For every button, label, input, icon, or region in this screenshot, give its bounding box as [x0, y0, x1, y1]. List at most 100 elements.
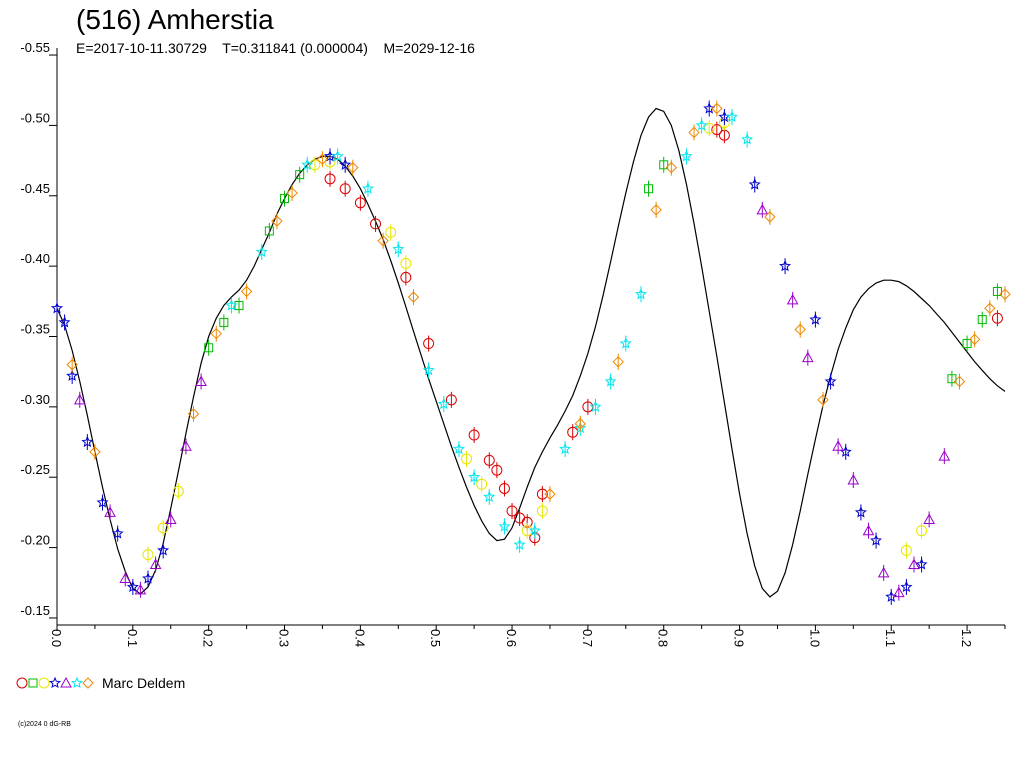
- data-point: [157, 522, 169, 534]
- data-point: [764, 211, 776, 223]
- x-tick-label: 0.8: [656, 629, 671, 647]
- data-point: [180, 440, 192, 451]
- data-point: [559, 442, 572, 455]
- data-point: [644, 184, 654, 194]
- data-point: [407, 291, 420, 303]
- legend-marker: [38, 677, 50, 689]
- data-point: [817, 394, 829, 406]
- data-point: [195, 375, 207, 387]
- data-point: [172, 485, 184, 497]
- legend: Marc Deldem: [16, 674, 185, 692]
- data-point: [877, 566, 890, 578]
- data-point: [892, 586, 905, 598]
- data-point: [119, 572, 132, 584]
- data-point: [73, 393, 86, 405]
- legend-marker: [48, 676, 62, 689]
- y-tick-label: -0.40: [20, 251, 50, 266]
- data-point: [756, 203, 769, 215]
- data-point: [695, 119, 708, 131]
- x-tick-label: 1.1: [883, 629, 898, 647]
- data-point: [392, 242, 405, 255]
- x-tick-label: 0.4: [352, 629, 367, 647]
- data-point: [96, 496, 109, 508]
- data-point: [536, 505, 548, 517]
- data-point: [66, 369, 79, 381]
- data-point: [468, 429, 480, 441]
- data-point: [452, 442, 465, 455]
- observations-layer: [50, 100, 1011, 605]
- data-point: [968, 333, 981, 346]
- y-tick-label: -0.15: [20, 603, 50, 618]
- data-point: [339, 183, 351, 195]
- data-point: [992, 286, 1002, 296]
- legend-marker: [16, 677, 28, 689]
- data-point: [665, 161, 678, 174]
- data-point: [164, 513, 177, 524]
- data-point: [711, 102, 723, 115]
- data-point: [847, 474, 860, 485]
- legend-marker: [60, 676, 72, 688]
- data-point: [612, 356, 624, 368]
- data-point: [286, 187, 298, 199]
- data-point: [324, 173, 336, 185]
- data-point: [445, 394, 457, 406]
- data-point: [908, 558, 920, 569]
- lightcurve-plot: -0.55 -0.50 -0.45 -0.40 -0.35 -0.30 -0.25 -0.20…: [20, 40, 1011, 647]
- data-point: [794, 323, 806, 336]
- data-point: [142, 549, 154, 561]
- data-point: [331, 150, 344, 162]
- x-tick-label: 0.5: [428, 629, 443, 647]
- y-tick-label: -0.35: [20, 322, 50, 337]
- data-point: [650, 204, 662, 216]
- data-point: [589, 400, 602, 412]
- data-point: [953, 375, 966, 388]
- legend-observer: Marc Deldem: [102, 675, 186, 691]
- data-point: [422, 363, 435, 376]
- x-tick-label: 0.3: [277, 629, 292, 647]
- data-point: [370, 218, 382, 230]
- x-tick-label: 0.6: [504, 629, 519, 647]
- data-point: [210, 327, 222, 340]
- data-point: [104, 506, 116, 517]
- data-point: [58, 316, 71, 328]
- legend-marker: [70, 676, 84, 689]
- data-point: [219, 317, 229, 327]
- data-point: [900, 580, 913, 593]
- data-point: [870, 534, 883, 546]
- data-point: [962, 339, 972, 349]
- x-tick-label: 0.9: [732, 629, 747, 647]
- x-tick-label: 0.0: [49, 629, 64, 647]
- data-point: [187, 408, 200, 420]
- data-point: [801, 351, 814, 363]
- data-point: [111, 527, 124, 539]
- data-point: [619, 337, 632, 349]
- data-point: [991, 312, 1003, 324]
- data-point: [468, 470, 481, 483]
- fit-curve: [56, 107, 1006, 598]
- data-point: [824, 375, 837, 387]
- data-point: [423, 338, 435, 350]
- data-point: [225, 299, 238, 311]
- data-point: [66, 358, 78, 371]
- data-point: [354, 197, 366, 209]
- data-point: [947, 374, 957, 384]
- data-point: [483, 490, 496, 503]
- data-point: [204, 343, 214, 353]
- data-point: [604, 375, 617, 387]
- data-point: [680, 150, 693, 162]
- data-point: [574, 418, 587, 430]
- data-point: [634, 288, 647, 300]
- data-point: [786, 293, 799, 305]
- data-point: [476, 478, 488, 490]
- chart-title: (516) Amherstia: [76, 4, 274, 35]
- y-tick-label: -0.20: [20, 533, 50, 548]
- data-point: [923, 513, 936, 524]
- data-point: [339, 158, 352, 170]
- data-point: [385, 226, 397, 238]
- y-tick-label: -0.45: [20, 181, 50, 196]
- data-point: [536, 488, 548, 500]
- fit-curve-layer: [56, 107, 1006, 598]
- copyright-note: (c)2024 0 dG-RB: [18, 721, 71, 728]
- y-tick-label: -0.50: [20, 110, 50, 125]
- data-point: [506, 505, 518, 517]
